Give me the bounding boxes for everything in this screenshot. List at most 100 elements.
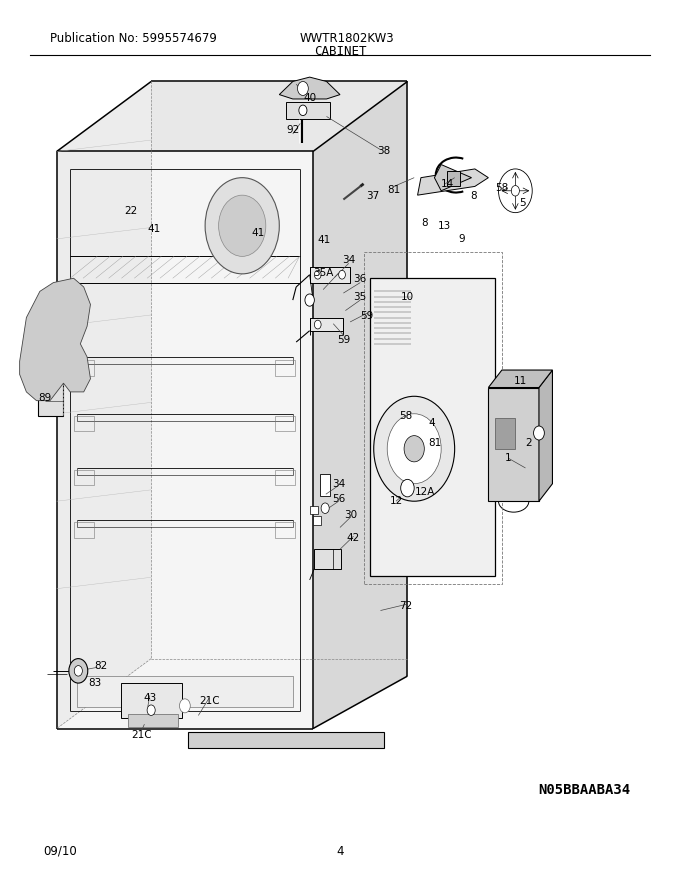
Text: 21C: 21C (131, 730, 152, 740)
Bar (73, 522, 94, 538)
Circle shape (218, 195, 266, 256)
Text: 10: 10 (401, 292, 414, 303)
Circle shape (321, 503, 329, 513)
Text: 56: 56 (332, 495, 345, 504)
Polygon shape (539, 370, 552, 502)
Polygon shape (418, 169, 488, 195)
Text: 14: 14 (441, 179, 454, 189)
Polygon shape (20, 278, 90, 400)
Circle shape (147, 705, 155, 715)
Polygon shape (488, 387, 539, 502)
Bar (314, 549, 341, 568)
Bar (320, 474, 330, 496)
Text: 11: 11 (514, 377, 528, 386)
Text: 59: 59 (337, 335, 350, 345)
Text: 9: 9 (458, 234, 464, 244)
Text: 35A: 35A (313, 268, 334, 278)
Circle shape (511, 186, 520, 196)
Text: 2: 2 (526, 437, 532, 448)
Bar (275, 470, 295, 486)
Text: 89: 89 (39, 393, 52, 403)
Circle shape (299, 105, 307, 115)
Text: 41: 41 (148, 224, 161, 234)
Text: 34: 34 (332, 479, 345, 488)
Bar (286, 101, 330, 119)
Bar (447, 171, 460, 187)
Text: WWTR1802KW3: WWTR1802KW3 (299, 32, 394, 45)
Text: 81: 81 (388, 185, 401, 194)
Text: 13: 13 (438, 221, 451, 231)
Polygon shape (56, 82, 407, 151)
Bar (53, 325, 67, 334)
Bar (73, 470, 94, 486)
Bar (53, 348, 67, 357)
Polygon shape (56, 82, 151, 729)
Text: N05BBAABA34: N05BBAABA34 (538, 783, 630, 796)
Bar (73, 415, 94, 431)
Bar (188, 732, 384, 748)
Text: 35: 35 (354, 291, 367, 302)
Text: 83: 83 (88, 678, 102, 688)
Circle shape (387, 414, 441, 484)
Bar (77, 676, 293, 707)
Text: 38: 38 (377, 145, 390, 156)
Text: 12: 12 (390, 496, 403, 506)
Bar (275, 361, 295, 376)
Bar (275, 522, 295, 538)
Bar (73, 361, 94, 376)
Text: 12A: 12A (415, 488, 435, 497)
Text: 92: 92 (286, 126, 299, 136)
Bar (364, 252, 502, 584)
Bar (313, 516, 321, 524)
Text: 8: 8 (471, 191, 477, 201)
Bar (128, 714, 178, 727)
Text: 22: 22 (124, 206, 137, 216)
Text: 34: 34 (342, 255, 356, 265)
Text: 43: 43 (143, 693, 156, 703)
Bar (38, 350, 63, 415)
Text: 41: 41 (251, 228, 265, 238)
Text: 4: 4 (428, 418, 435, 429)
Bar (495, 418, 515, 449)
Text: 59: 59 (360, 311, 373, 321)
Text: CABINET: CABINET (313, 45, 367, 58)
Text: 09/10: 09/10 (44, 845, 77, 858)
Circle shape (305, 294, 314, 306)
Polygon shape (435, 165, 471, 191)
Bar (371, 278, 495, 576)
Polygon shape (279, 77, 340, 99)
Text: 21C: 21C (199, 696, 220, 707)
Circle shape (298, 82, 308, 95)
Text: 72: 72 (399, 601, 413, 611)
Text: 58: 58 (399, 411, 413, 422)
Circle shape (314, 320, 321, 329)
Text: 42: 42 (347, 533, 360, 543)
Polygon shape (56, 151, 313, 729)
Text: 30: 30 (344, 510, 358, 520)
Circle shape (374, 396, 455, 502)
Circle shape (404, 436, 424, 462)
Circle shape (314, 270, 321, 279)
Bar (275, 415, 295, 431)
Circle shape (534, 426, 545, 440)
Bar (309, 267, 350, 282)
Circle shape (401, 480, 414, 497)
Text: 37: 37 (366, 191, 379, 201)
Bar (310, 506, 318, 514)
Text: 36: 36 (354, 274, 367, 284)
Bar (309, 318, 343, 331)
Polygon shape (488, 370, 552, 387)
Circle shape (69, 658, 88, 683)
Text: 82: 82 (94, 662, 107, 671)
Text: 4: 4 (336, 845, 344, 858)
Text: 5: 5 (519, 198, 526, 208)
Circle shape (205, 178, 279, 274)
Text: Publication No: 5995574679: Publication No: 5995574679 (50, 32, 217, 45)
Text: 41: 41 (317, 235, 330, 245)
Text: 1: 1 (505, 453, 512, 464)
Polygon shape (313, 82, 407, 729)
Text: 8: 8 (421, 218, 428, 228)
Bar (53, 337, 67, 346)
Circle shape (74, 665, 82, 676)
Circle shape (339, 270, 345, 279)
